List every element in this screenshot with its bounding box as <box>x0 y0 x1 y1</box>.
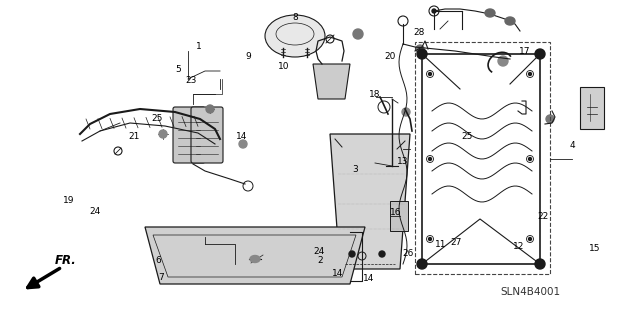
Circle shape <box>416 45 424 53</box>
Circle shape <box>429 72 431 76</box>
Text: 6: 6 <box>156 256 161 265</box>
Text: 12: 12 <box>513 242 524 251</box>
Text: SLN4B4001: SLN4B4001 <box>500 287 560 297</box>
Text: 4: 4 <box>570 141 575 150</box>
Text: 25: 25 <box>461 132 473 141</box>
Circle shape <box>529 72 531 76</box>
Text: 7: 7 <box>159 273 164 282</box>
FancyBboxPatch shape <box>191 107 223 163</box>
Circle shape <box>417 49 427 59</box>
Text: 8: 8 <box>293 13 298 22</box>
Ellipse shape <box>265 15 325 57</box>
Text: 28: 28 <box>413 28 424 37</box>
Text: 18: 18 <box>369 90 381 99</box>
Circle shape <box>432 9 436 13</box>
Text: 2: 2 <box>317 256 323 265</box>
Text: 16: 16 <box>390 208 401 217</box>
Bar <box>415 42 550 274</box>
Text: 1: 1 <box>196 42 201 51</box>
Text: 20: 20 <box>385 52 396 61</box>
Text: 13: 13 <box>397 157 409 166</box>
Text: 24: 24 <box>313 247 324 256</box>
Text: FR.: FR. <box>55 254 77 267</box>
Circle shape <box>379 251 385 257</box>
Circle shape <box>239 140 247 148</box>
Text: 25: 25 <box>152 114 163 122</box>
Ellipse shape <box>485 9 495 17</box>
Text: 21: 21 <box>129 132 140 141</box>
Circle shape <box>429 158 431 160</box>
Text: 14: 14 <box>363 274 374 283</box>
Circle shape <box>535 49 545 59</box>
Circle shape <box>206 105 214 113</box>
Polygon shape <box>330 134 410 269</box>
Text: 9: 9 <box>246 52 251 61</box>
Circle shape <box>429 238 431 241</box>
Circle shape <box>353 29 363 39</box>
Text: 3: 3 <box>353 165 358 174</box>
Text: 27: 27 <box>450 238 461 247</box>
Circle shape <box>417 259 427 269</box>
Polygon shape <box>313 64 350 99</box>
Polygon shape <box>145 227 365 284</box>
Circle shape <box>349 251 355 257</box>
Text: 14: 14 <box>236 132 248 141</box>
Circle shape <box>498 56 508 66</box>
Text: 22: 22 <box>537 212 548 221</box>
Text: 19: 19 <box>63 196 75 205</box>
Circle shape <box>159 130 167 138</box>
Text: 15: 15 <box>589 244 601 253</box>
Ellipse shape <box>250 256 260 263</box>
Circle shape <box>402 108 410 116</box>
Text: 5: 5 <box>175 65 180 74</box>
Text: 23: 23 <box>185 76 196 85</box>
Circle shape <box>546 115 554 123</box>
Circle shape <box>535 259 545 269</box>
Text: 10: 10 <box>278 63 290 71</box>
Ellipse shape <box>505 17 515 25</box>
Bar <box>390 201 408 231</box>
Circle shape <box>529 238 531 241</box>
Bar <box>580 87 604 129</box>
Text: 17: 17 <box>519 47 531 56</box>
Circle shape <box>529 158 531 160</box>
Text: 24: 24 <box>89 207 100 216</box>
Text: 26: 26 <box>403 249 414 258</box>
Text: 11: 11 <box>435 240 446 249</box>
FancyBboxPatch shape <box>173 107 205 163</box>
Text: 14: 14 <box>332 269 343 278</box>
